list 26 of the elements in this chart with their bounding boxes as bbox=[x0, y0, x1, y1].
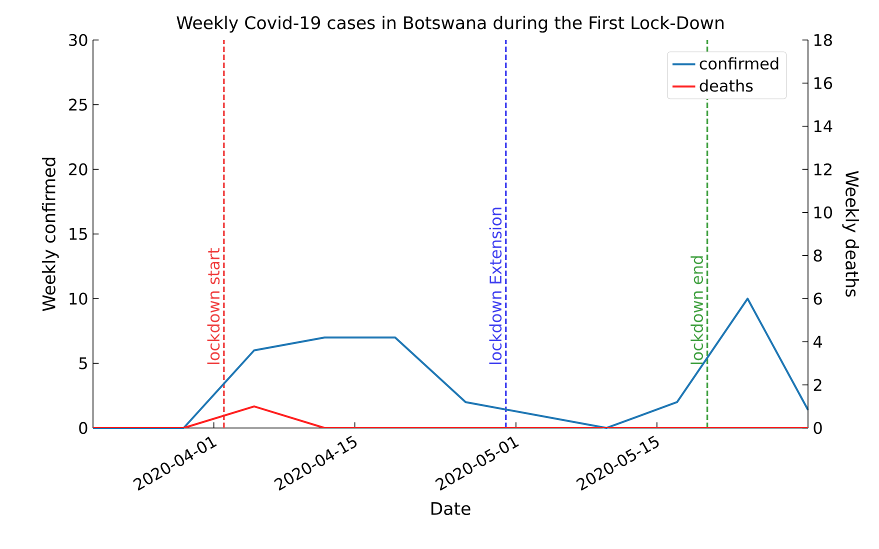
ref-line-label: lockdown start bbox=[207, 248, 220, 364]
y2-tick-label: 4 bbox=[813, 336, 822, 348]
y2-tick-label: 6 bbox=[814, 292, 822, 305]
y-tick-label: 30 bbox=[69, 34, 88, 46]
y2-tick-label: 2 bbox=[814, 378, 822, 391]
y2-tick-label: 10 bbox=[814, 206, 832, 218]
y2-tick-label: 14 bbox=[814, 120, 832, 132]
x-axis-title: Date bbox=[431, 502, 470, 516]
legend-label: confirmed bbox=[700, 57, 778, 70]
y-tick-label: 10 bbox=[70, 292, 88, 305]
y-tick-label: 25 bbox=[69, 98, 87, 111]
legend-label: deaths bbox=[700, 79, 753, 92]
y-tick-label: 5 bbox=[79, 357, 87, 370]
ref-line-label: lockdown end bbox=[690, 256, 704, 364]
y-tick-label: 20 bbox=[69, 163, 88, 176]
y-axis-title: Weekly confirmed bbox=[42, 158, 59, 312]
y-tick-label: 0 bbox=[79, 422, 88, 434]
y2-axis-title: Weekly deaths bbox=[842, 170, 859, 297]
y2-tick-label: 18 bbox=[814, 34, 832, 46]
ref-line-label: lockdown Extension bbox=[489, 208, 502, 364]
chart-title: Weekly Covid-19 cases in Botswana during the First Lock-Down bbox=[176, 16, 724, 33]
y2-tick-label: 8 bbox=[814, 249, 822, 262]
y2-tick-label: 16 bbox=[814, 77, 832, 90]
y2-tick-label: 12 bbox=[814, 163, 832, 176]
y-tick-label: 15 bbox=[70, 228, 87, 240]
y2-tick-label: 0 bbox=[814, 422, 822, 434]
